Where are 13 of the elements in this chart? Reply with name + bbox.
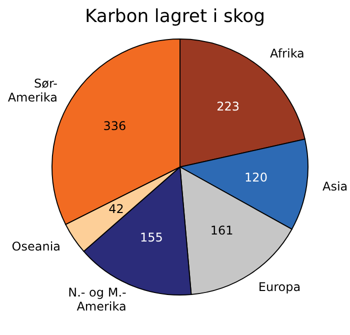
slice-label: Asia bbox=[322, 180, 348, 194]
slice-label: Afrika bbox=[270, 46, 304, 61]
slice-label: Sør-Amerika bbox=[8, 76, 58, 105]
data-label: 223 bbox=[216, 99, 240, 114]
slice-label: Europa bbox=[258, 280, 301, 294]
slice-label: Oseania bbox=[12, 240, 61, 254]
data-label: 120 bbox=[244, 170, 268, 184]
chart-title: Karbon lagret i skog bbox=[84, 6, 266, 27]
slice-label: N.- og M.-Amerika bbox=[68, 286, 126, 314]
data-label: 155 bbox=[140, 230, 163, 245]
data-label: 336 bbox=[103, 118, 126, 133]
data-label: 161 bbox=[210, 224, 234, 238]
data-label: 42 bbox=[108, 202, 124, 216]
